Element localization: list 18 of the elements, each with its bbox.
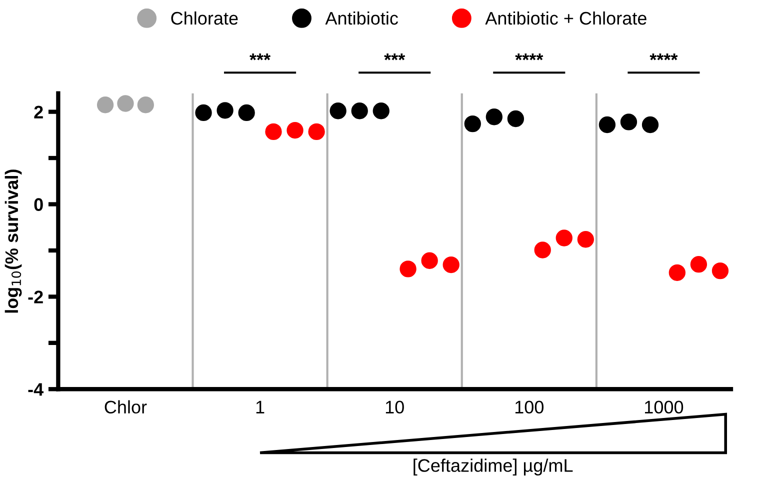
text: *** [250,53,271,60]
x-tick-label: 100 [515,400,544,414]
y-tick-label: 2 [34,106,43,118]
text: *** [384,53,406,60]
text: **** [515,53,544,60]
y-tick-label: -4 [28,383,44,396]
legend-label: Antibiotic + Chlorate [485,11,646,25]
x-axis-title: [Ceftazidime] µg/mL [414,458,573,476]
y-axis-title: log$_{10}$(% survival) [4,170,22,313]
x-tick-label: 10 [386,400,404,414]
y-tick-label: 0 [34,198,43,211]
y-tick-label: -2 [28,290,43,304]
x-tick-label: 1000 [645,400,684,414]
text: **** [650,53,678,60]
x-tick-label: Chlor [104,400,147,414]
legend-label: Antibiotic [325,11,398,25]
x-tick-label: 1 [256,400,264,414]
legend-label: Chlorate [171,11,238,25]
